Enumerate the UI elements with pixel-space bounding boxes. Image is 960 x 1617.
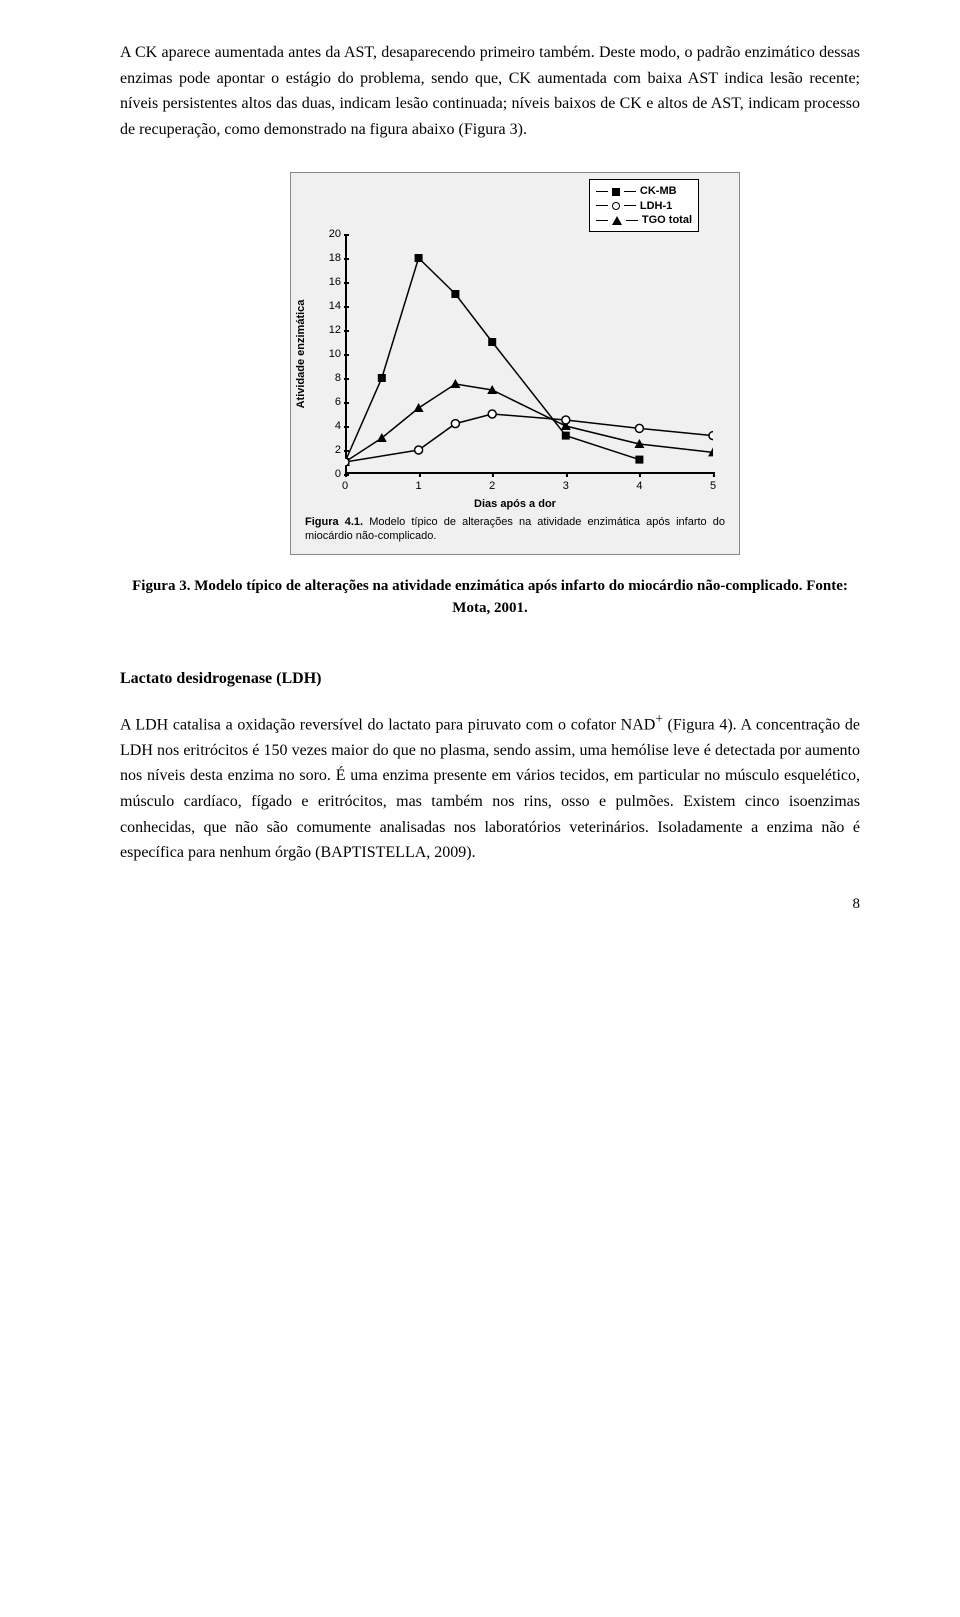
document-page: A CK aparece aumentada antes da AST, des… — [0, 0, 960, 973]
x-tick: 4 — [636, 480, 642, 492]
legend-label: LDH-1 — [640, 199, 672, 213]
legend-line-icon — [596, 191, 608, 192]
y-tick: 2 — [321, 444, 341, 456]
chart-svg — [345, 234, 713, 474]
inner-caption-prefix: Figura 4.1. — [305, 516, 363, 528]
y-tick: 16 — [321, 276, 341, 288]
legend-line-icon — [596, 220, 608, 221]
legend-line-icon — [596, 205, 608, 206]
y-tick: 4 — [321, 420, 341, 432]
square-marker-icon — [612, 188, 620, 196]
section-heading-ldh: Lactato desidrogenase (LDH) — [120, 670, 860, 688]
y-tick: 14 — [321, 300, 341, 312]
y-tick: 0 — [321, 468, 341, 480]
x-tick: 5 — [710, 480, 716, 492]
x-tick: 2 — [489, 480, 495, 492]
y-tick: 18 — [321, 252, 341, 264]
legend-label: CK-MB — [640, 184, 677, 198]
circle-marker-icon — [612, 202, 620, 210]
legend-item-tgo: TGO total — [596, 213, 692, 227]
inner-caption-text: Modelo típico de alterações na atividade… — [305, 516, 725, 542]
triangle-marker-icon — [612, 216, 622, 225]
plot-area: Atividade enzimática 0246810121416182001… — [345, 234, 713, 474]
legend-label: TGO total — [642, 213, 692, 227]
paragraph-2b: (Figura 4). A concentração de LDH nos er… — [120, 716, 860, 861]
y-tick: 10 — [321, 348, 341, 360]
x-tick: 1 — [416, 480, 422, 492]
chart-legend: CK-MB LDH-1 TGO total — [589, 179, 699, 232]
legend-line-icon — [624, 191, 636, 192]
paragraph-1-block: A CK aparece aumentada antes da AST, des… — [120, 40, 860, 142]
y-tick: 8 — [321, 372, 341, 384]
legend-line-icon — [626, 220, 638, 221]
page-number: 8 — [120, 896, 860, 913]
legend-line-icon — [624, 205, 636, 206]
figure-3-caption: Figura 3. Modelo típico de alterações na… — [120, 575, 860, 620]
y-tick: 12 — [321, 324, 341, 336]
legend-item-ldh1: LDH-1 — [596, 199, 692, 213]
paragraph-2a: A LDH catalisa a oxidação reversível do … — [120, 716, 655, 733]
legend-item-ckmb: CK-MB — [596, 184, 692, 198]
paragraph-2-block: A LDH catalisa a oxidação reversível do … — [120, 708, 860, 866]
figure-3: CK-MB LDH-1 TGO total Ativid — [290, 172, 740, 555]
x-tick: 3 — [563, 480, 569, 492]
paragraph-1: A CK aparece aumentada antes da AST, des… — [120, 44, 860, 138]
x-axis-label: Dias após a dor — [297, 498, 733, 510]
y-tick: 20 — [321, 228, 341, 240]
y-tick: 6 — [321, 396, 341, 408]
enzyme-activity-chart: CK-MB LDH-1 TGO total Ativid — [290, 172, 740, 555]
y-axis-label: Atividade enzimática — [295, 300, 307, 409]
chart-inner-caption: Figura 4.1. Modelo típico de alterações … — [305, 516, 725, 544]
superscript-plus: + — [655, 711, 663, 726]
x-tick: 0 — [342, 480, 348, 492]
